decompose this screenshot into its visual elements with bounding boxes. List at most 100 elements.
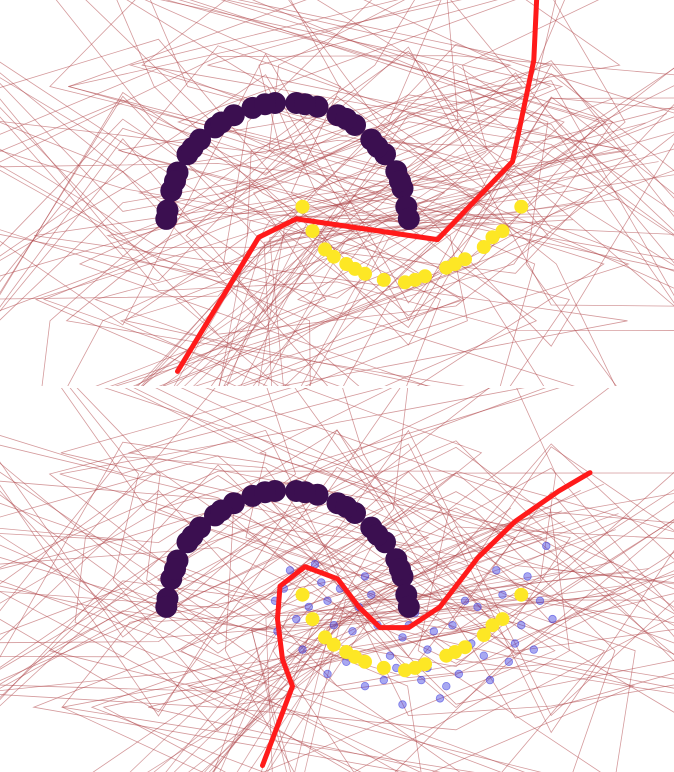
- region-line: [265, 513, 619, 772]
- region-line: [0, 80, 674, 329]
- region-lines-bottom: [0, 388, 674, 772]
- region-line: [0, 106, 674, 261]
- unlabeled-point: [442, 682, 451, 691]
- unlabeled-point: [498, 590, 507, 599]
- region-line: [187, 388, 557, 772]
- region-line: [61, 388, 543, 772]
- region-line: [0, 61, 674, 237]
- unlabeled-point: [292, 614, 301, 624]
- unlabeled-point: [379, 675, 388, 685]
- class-1-point: [485, 230, 500, 245]
- class-0-point: [210, 499, 233, 522]
- class-1-point: [295, 199, 310, 214]
- unlabeled-point: [417, 675, 426, 685]
- region-line: [223, 0, 549, 386]
- region-line: [60, 388, 571, 772]
- region-line: [48, 388, 636, 772]
- region-line: [0, 455, 674, 694]
- region-line: [272, 388, 409, 772]
- class-0-point: [164, 558, 186, 581]
- unlabeled-point: [360, 572, 370, 581]
- unlabeled-point: [323, 596, 332, 605]
- class-0-point: [210, 111, 233, 134]
- unlabeled-point: [423, 645, 432, 654]
- unlabeled-point: [385, 651, 395, 660]
- class-0-point: [181, 525, 204, 548]
- class-0-point: [335, 107, 358, 130]
- region-line: [119, 0, 405, 386]
- region-line: [94, 0, 492, 386]
- class-1-point: [348, 649, 362, 664]
- region-line: [69, 388, 351, 772]
- region-line: [204, 577, 499, 772]
- region-line: [149, 0, 594, 386]
- unlabeled-point: [548, 614, 557, 624]
- region-line: [0, 472, 674, 682]
- region-line: [34, 0, 557, 386]
- unlabeled-point: [323, 669, 332, 679]
- region-line: [0, 52, 674, 326]
- unlabeled-point: [435, 694, 445, 703]
- region-line: [0, 462, 674, 645]
- class-1-point: [326, 637, 341, 652]
- class-1-point: [408, 272, 422, 287]
- region-line: [95, 0, 607, 386]
- region-line: [153, 602, 534, 772]
- region-line: [0, 561, 674, 708]
- region-line: [142, 215, 568, 386]
- region-line: [0, 491, 674, 675]
- region-line: [129, 592, 627, 772]
- unlabeled-points-bottom: [270, 541, 557, 709]
- region-line: [177, 388, 502, 772]
- unlabeled-point: [479, 651, 488, 660]
- unlabeled-point: [317, 578, 326, 587]
- region-line: [251, 0, 617, 386]
- region-line: [265, 521, 565, 772]
- decision-boundary-line: [260, 470, 593, 768]
- region-line: [0, 95, 674, 282]
- region-line: [0, 60, 674, 295]
- region-line: [219, 0, 565, 386]
- region-line: [0, 121, 674, 237]
- class-1-point: [408, 660, 422, 675]
- decision-boundary-line: [175, 0, 540, 374]
- unlabeled-point: [517, 620, 526, 630]
- region-line: [214, 388, 636, 772]
- class-1-point: [295, 587, 310, 602]
- region-line: [180, 388, 461, 772]
- class-0-point: [389, 170, 411, 193]
- region-line: [124, 0, 512, 386]
- region-line: [0, 94, 674, 283]
- region-line: [211, 529, 616, 772]
- region-line: [109, 0, 626, 386]
- unlabeled-point: [448, 620, 457, 630]
- decision-boundary-top: [175, 0, 540, 374]
- region-line: [61, 388, 606, 772]
- region-line: [0, 77, 674, 346]
- region-line: [0, 525, 674, 680]
- class-1-point: [495, 224, 510, 239]
- region-line: [148, 388, 496, 772]
- unlabeled-point: [485, 675, 495, 685]
- region-line: [157, 388, 422, 772]
- region-line: [140, 213, 540, 386]
- region-line: [165, 568, 649, 772]
- unlabeled-point: [529, 645, 538, 654]
- unlabeled-point: [367, 590, 376, 599]
- class-0-point: [294, 93, 316, 116]
- class-1-point: [514, 199, 529, 214]
- region-line: [0, 446, 674, 658]
- region-line: [67, 0, 446, 386]
- class-1-point: [305, 224, 320, 239]
- class-0-point: [397, 595, 420, 618]
- region-line: [0, 511, 674, 678]
- region-line: [0, 45, 674, 312]
- region-line: [213, 510, 563, 772]
- region-line: [218, 153, 637, 386]
- unlabeled-point: [542, 541, 551, 551]
- region-line: [263, 198, 620, 386]
- region-line: [0, 98, 674, 331]
- region-line: [0, 97, 674, 329]
- region-line: [0, 72, 674, 321]
- region-line: [0, 73, 674, 294]
